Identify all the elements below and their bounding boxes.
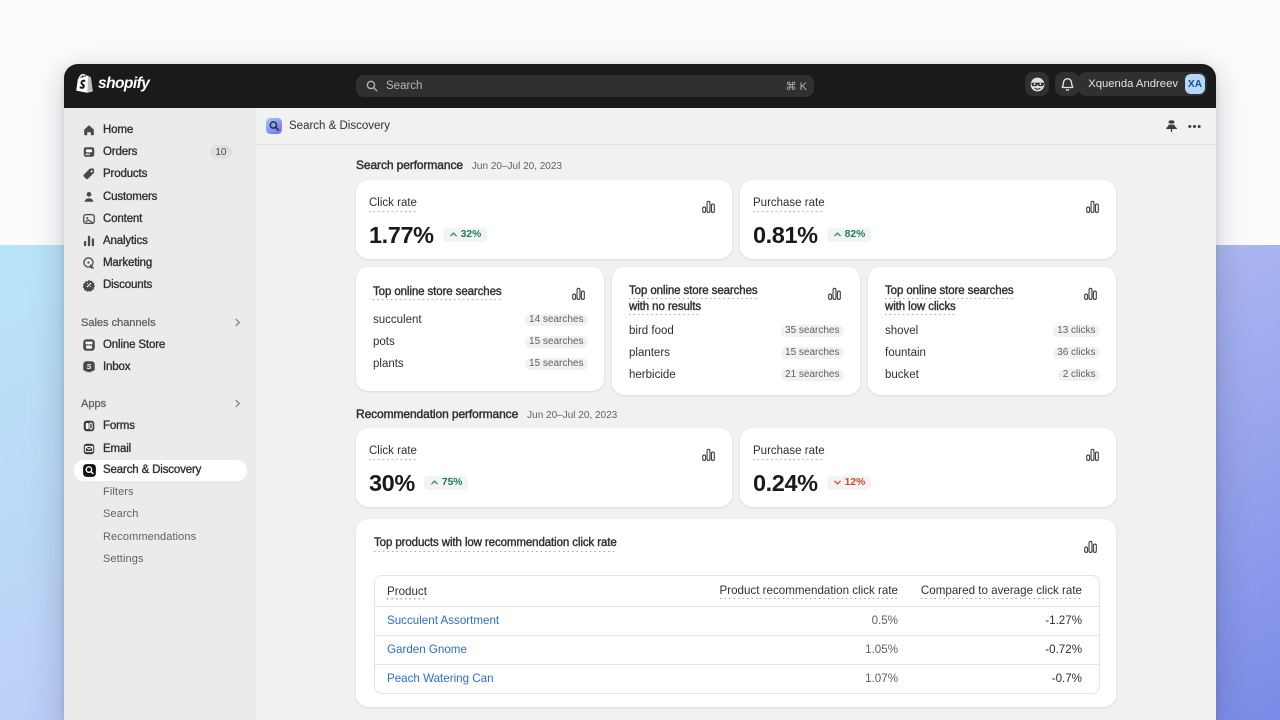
svg-text:S: S: [87, 362, 92, 371]
